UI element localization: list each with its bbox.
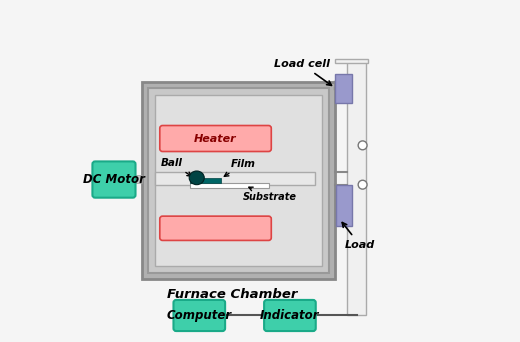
FancyBboxPatch shape	[122, 175, 142, 183]
Text: Load cell: Load cell	[274, 59, 331, 86]
Text: Load: Load	[342, 223, 375, 250]
FancyBboxPatch shape	[347, 62, 366, 315]
FancyBboxPatch shape	[336, 185, 353, 226]
FancyBboxPatch shape	[142, 82, 335, 279]
Ellipse shape	[189, 171, 204, 185]
FancyBboxPatch shape	[335, 74, 352, 103]
Text: Furnace Chamber: Furnace Chamber	[166, 288, 297, 301]
FancyBboxPatch shape	[154, 172, 316, 185]
Circle shape	[358, 141, 367, 150]
Text: Heater: Heater	[194, 133, 237, 144]
FancyBboxPatch shape	[148, 88, 329, 273]
Circle shape	[358, 180, 367, 189]
FancyBboxPatch shape	[160, 216, 271, 240]
FancyBboxPatch shape	[190, 183, 268, 188]
FancyBboxPatch shape	[93, 161, 136, 198]
FancyBboxPatch shape	[160, 126, 271, 152]
Text: Indicator: Indicator	[260, 309, 320, 322]
FancyBboxPatch shape	[264, 300, 316, 331]
Text: Ball: Ball	[161, 158, 191, 176]
Text: DC Motor: DC Motor	[83, 173, 145, 186]
FancyBboxPatch shape	[174, 300, 225, 331]
FancyBboxPatch shape	[190, 178, 220, 183]
Text: Computer: Computer	[167, 309, 232, 322]
Text: Film: Film	[224, 159, 256, 176]
FancyBboxPatch shape	[154, 95, 322, 266]
FancyBboxPatch shape	[335, 59, 368, 63]
Text: Substrate: Substrate	[243, 187, 297, 202]
